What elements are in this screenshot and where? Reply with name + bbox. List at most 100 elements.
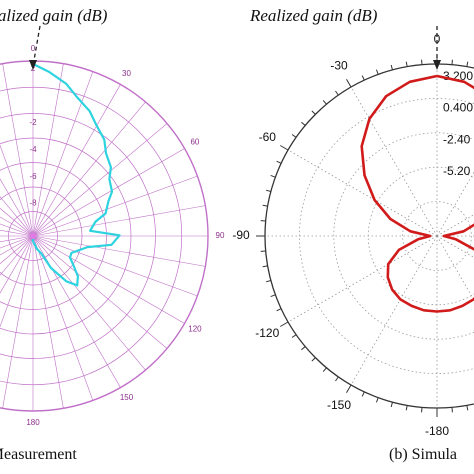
simulation-angle-ticks: 0 -30 -60 -90 -120 -150 -180: [232, 32, 449, 438]
measurement-title: Realized gain (dB): [0, 6, 108, 25]
angle-tick-label: -150: [327, 398, 351, 412]
tick-mark: [276, 160, 282, 164]
tick-mark: [262, 204, 268, 207]
angle-tick-label: -60: [259, 130, 277, 144]
tick-mark: [291, 134, 297, 138]
angle-tick-label: 0: [434, 32, 441, 46]
angle-tick-label: 150: [120, 393, 134, 402]
radial-tick-label: -5.20: [443, 164, 471, 178]
tick-mark: [335, 90, 339, 96]
grid-spoke: [0, 235, 34, 294]
grid-spoke: [0, 144, 34, 237]
tick-mark: [361, 391, 365, 397]
grid-spoke: [32, 235, 146, 371]
simulation-grid: [256, 55, 474, 417]
grid-spoke: [0, 178, 34, 237]
simulation-pointer-head: [433, 60, 441, 70]
grid-spoke: [0, 235, 34, 256]
grid-spoke: [436, 235, 474, 301]
tick-mark: [361, 75, 365, 81]
angle-tick-label: -90: [232, 228, 250, 242]
grid-spoke: [32, 84, 121, 237]
angle-tick-label: -120: [255, 326, 279, 340]
angle-tick-label: -30: [330, 58, 348, 72]
grid-spoke: [287, 235, 438, 323]
grid-spoke: [0, 235, 34, 265]
grid-spoke: [0, 235, 34, 249]
grid-spoke: [32, 235, 206, 267]
simulation-caption: (b) Simula: [389, 446, 457, 463]
angle-tick-label: 180: [26, 418, 40, 427]
grid-spoke: [32, 101, 146, 237]
measurement-angle-ticks: 0 30 60 90 120 150 180: [26, 44, 225, 427]
grid-circle: [402, 201, 472, 271]
grid-spoke: [0, 229, 34, 237]
tick-mark: [279, 145, 289, 151]
tick-mark: [346, 78, 352, 88]
tick-mark: [405, 405, 408, 411]
angle-tick-label: -180: [425, 424, 449, 438]
grid-circle: [299, 98, 474, 374]
grid-spoke: [436, 171, 474, 237]
grid-spoke: [287, 149, 438, 237]
angle-tick-label: 90: [216, 231, 225, 240]
radial-tick-label: -4: [29, 145, 37, 154]
tick-mark: [375, 397, 379, 403]
simulation-gain-curve: [360, 74, 474, 313]
grid-spoke: [0, 207, 34, 237]
grid-spoke: [32, 235, 94, 401]
grid-spoke: [0, 196, 34, 237]
grid-spoke: [32, 205, 206, 237]
measurement-series: [30, 63, 121, 287]
grid-spoke: [32, 123, 168, 237]
grid-spoke: [0, 235, 34, 328]
tick-mark: [301, 346, 306, 351]
tick-mark: [335, 376, 339, 382]
tick-mark: [390, 402, 393, 408]
tick-mark: [265, 280, 271, 283]
angle-tick-label: 60: [190, 138, 199, 147]
angle-tick-label: 0: [31, 44, 36, 53]
simulation-panel: 0-30-60-90-120-150-180 3.2000.400-2.40-5…: [232, 6, 474, 463]
radial-tick-label: 0.400: [443, 101, 473, 115]
grid-spoke: [0, 216, 34, 237]
title-pointers: [29, 25, 441, 70]
grid-spoke: [436, 235, 474, 258]
tick-mark: [466, 61, 469, 67]
tick-mark: [346, 384, 352, 394]
radial-tick-label: -8: [29, 199, 37, 208]
tick-mark: [390, 64, 393, 70]
tick-mark: [375, 69, 379, 75]
grid-spoke: [2, 63, 34, 237]
tick-mark: [466, 405, 469, 411]
tick-mark: [322, 100, 327, 105]
grid-spoke: [350, 86, 438, 237]
simulation-title: Realized gain (dB): [249, 6, 378, 25]
grid-spoke: [0, 235, 34, 276]
tick-mark: [270, 174, 276, 178]
tick-mark: [291, 334, 297, 338]
grid-spoke: [32, 235, 64, 409]
measurement-caption: (a) Measurement: [0, 446, 77, 463]
tick-mark: [311, 110, 316, 115]
measurement-gain-curve: [31, 63, 121, 287]
grid-spoke: [32, 71, 94, 237]
tick-mark: [270, 294, 276, 298]
grid-spoke: [32, 235, 185, 324]
tick-mark: [322, 367, 327, 372]
grid-spoke: [32, 235, 198, 297]
radial-tick-label: -2.40: [443, 132, 471, 146]
grid-spoke: [0, 223, 34, 237]
radial-tick-label: -6: [29, 172, 37, 181]
measurement-grid: [0, 60, 209, 412]
grid-spoke: [32, 148, 185, 237]
tick-mark: [262, 265, 268, 268]
grid-spoke: [350, 235, 438, 386]
grid-spoke: [2, 235, 34, 409]
tick-mark: [405, 61, 408, 67]
angle-tick-label: 30: [122, 69, 131, 78]
tick-mark: [301, 121, 306, 126]
